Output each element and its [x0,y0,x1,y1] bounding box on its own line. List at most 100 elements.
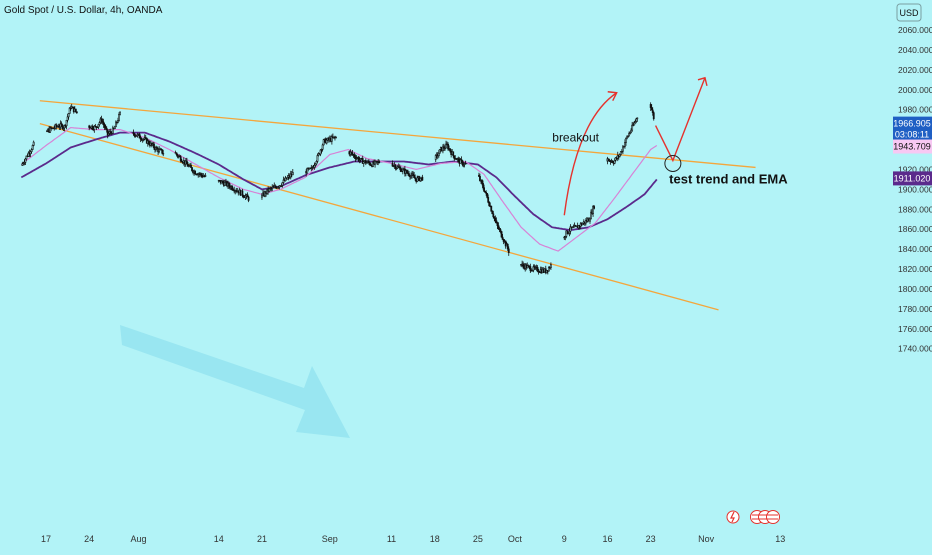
candle-body [313,164,316,168]
candle [190,162,192,168]
time-tick-label: 23 [646,534,656,544]
candle [629,131,631,135]
candle [23,159,26,166]
candle-body [416,177,419,182]
candle-body [321,144,324,150]
ema-slow-price-label: 1911.020 [893,171,932,186]
candle [322,138,325,146]
candle-body [93,125,96,130]
candle-body [453,155,456,159]
candle [611,160,614,164]
price-tick-label: 1980.000 [898,105,932,115]
candle-body [244,195,247,198]
candle-body [593,206,596,209]
candle-body [335,136,337,139]
candle [224,179,226,186]
candle-body [179,156,182,162]
candle [624,139,626,149]
currency-button[interactable]: USD [899,8,919,18]
candle-body [568,231,571,234]
candle [626,135,628,140]
candle [618,153,621,158]
candle [459,157,462,164]
candle-body [61,124,64,129]
candle-body [494,217,497,222]
ema-slow-line [20,131,658,232]
candle-body [105,127,108,130]
candle [547,266,550,272]
candle-body [500,231,503,238]
candle-body [567,232,570,235]
time-axis[interactable]: 17 24 Aug 14 21 Sep 11 18 25 Oct 9 16 23 Nov 13 [41,534,785,544]
us-economic-event-icon[interactable] [766,510,780,524]
candle [100,115,103,124]
candle [111,125,114,135]
candle [497,222,500,230]
candle [444,145,446,151]
candle-body [29,151,32,155]
symbol-title[interactable]: Gold Spot / U.S. Dollar, 4h, OANDA [4,5,163,16]
candle [350,151,353,156]
candle [180,158,183,163]
candle [53,125,56,131]
current-price-label: 1966.905 03:08:11 [893,116,932,141]
candle-body [66,116,69,121]
time-tick-label: Sep [322,534,338,544]
candle [282,176,285,184]
candle [264,190,266,198]
candle [461,159,464,167]
candle [452,151,455,158]
price-scale-panel[interactable] [888,0,932,550]
candle [592,205,594,217]
time-tick-label: 21 [257,534,267,544]
candle-body [289,173,292,178]
candle [621,144,624,155]
candle [67,113,70,120]
candle [242,194,245,199]
currency-button-frame[interactable] [896,3,922,22]
projection-path [654,77,706,163]
candle-body [156,147,158,150]
candle [66,113,69,123]
candle-body [242,195,245,198]
candle-body [445,143,447,149]
candle [21,161,24,166]
candle [625,137,627,146]
candle [577,224,580,230]
candle-body [607,158,610,162]
candle [313,162,316,170]
candle-body [75,111,78,114]
candle-body [502,239,505,242]
candle-body [495,220,498,223]
candle-body [320,149,323,151]
earnings-event-icon[interactable] [726,510,740,524]
candle [106,129,109,139]
candle [272,184,275,189]
events-markers[interactable] [726,510,780,524]
candle [488,201,491,207]
test-trend-ema-label: test trend and EMA [669,171,788,186]
candle-body [175,152,178,155]
candle [357,155,360,163]
candle [532,264,535,273]
candle [281,182,284,188]
candle-body [613,159,616,164]
candle-body [625,137,627,143]
candle-body [461,160,464,166]
time-tick-label: Nov [698,534,715,544]
candle-body [438,149,441,154]
candle [374,159,376,168]
candle-body [272,186,275,189]
candle [102,118,105,128]
candle [362,160,365,167]
candle [365,161,368,164]
candle-body [460,159,463,161]
candle [187,161,189,167]
time-tick-label: 14 [214,534,224,544]
candle-body [410,175,412,178]
candle-body [353,154,356,158]
candle [481,178,483,186]
candle-body [96,126,99,129]
candle [479,173,481,182]
